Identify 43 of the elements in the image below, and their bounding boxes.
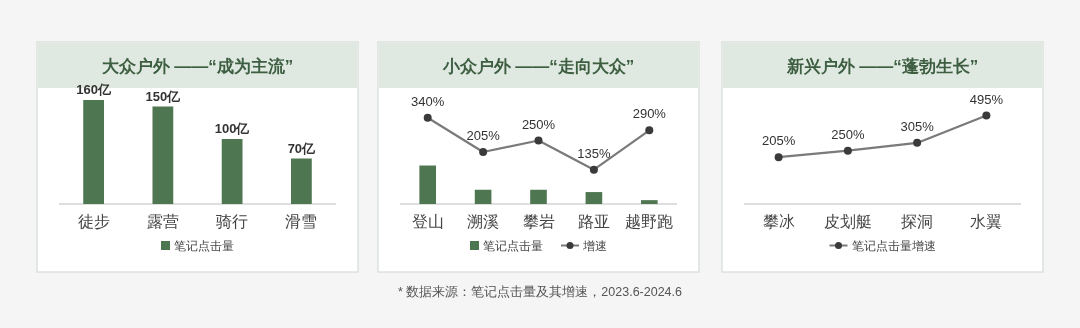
data-label: 340% [411,93,445,109]
bar [290,158,312,204]
chart-title: 新兴户外 ——“蓬勃生长” [785,57,979,76]
bar [152,106,174,204]
data-label: 250% [521,116,556,132]
x-tick-label: 徒步 [77,213,110,230]
x-tick-label: 骑行 [216,213,249,230]
x-tick-label: 登山 [411,213,444,230]
x-tick-label: 探洞 [901,213,934,230]
x-tick-label: 越野跑 [625,213,674,230]
data-label: 70亿 [287,140,317,156]
x-tick-label: 溯溪 [467,213,500,230]
legend-label: 笔记点击量 [483,239,543,253]
data-label: 100亿 [214,121,251,136]
x-tick-label: 攀冰 [762,213,795,230]
bar [419,165,437,204]
x-tick-label: 皮划艇 [823,213,872,230]
bar [474,189,492,204]
bar [221,139,243,204]
data-label: 250% [831,126,865,142]
x-tick-label: 路亚 [577,213,610,230]
x-tick-label: 水翼 [970,213,1003,230]
legend-label: 笔记点击量增速 [851,239,936,253]
chart-title: 小众户外 ——“走向大众” [441,57,635,76]
data-label: 150亿 [145,88,182,104]
bar [530,189,547,204]
bar [640,200,658,204]
chart-title: 大众户外 ——“成为主流” [101,57,294,76]
legend-label: 笔记点击量 [174,239,234,253]
data-label: 205% [762,133,796,149]
x-tick-label: 攀岩 [522,213,555,230]
data-label: 495% [969,91,1004,107]
data-label: 205% [466,127,501,143]
data-label: 305% [900,118,935,134]
x-tick-label: 滑雪 [285,213,318,230]
data-label: 290% [632,106,667,122]
x-tick-label: 露营 [146,213,179,230]
bar [585,192,603,204]
data-label: 160亿 [76,82,112,97]
bar [83,100,105,204]
text: * 数据来源：笔记点击量及其增速，2023.6-2024.6 [398,285,683,299]
legend-label: 增速 [582,239,607,253]
data-label: 135% [577,145,611,161]
